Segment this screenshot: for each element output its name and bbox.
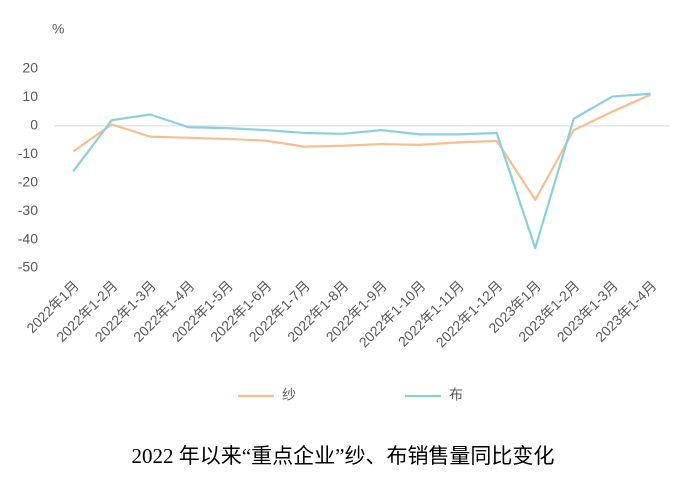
y-tick-label: -30 — [18, 202, 38, 218]
y-axis-label: % — [52, 21, 64, 37]
y-tick-label: -50 — [18, 259, 38, 275]
y-tick-label: 20 — [22, 60, 38, 76]
legend-label: 纱 — [282, 387, 296, 403]
series-line — [72, 93, 652, 201]
y-tick-label: -40 — [18, 230, 38, 246]
y-tick-label: 10 — [22, 88, 38, 104]
y-tick-label: 0 — [30, 117, 38, 133]
y-tick-label: -20 — [18, 173, 38, 189]
series-line — [72, 92, 651, 250]
chart-title: 2022 年以来“重点企业”纱、布销售量同比变化 — [132, 444, 555, 468]
legend-label: 布 — [449, 387, 463, 403]
y-tick-label: -10 — [18, 145, 38, 161]
